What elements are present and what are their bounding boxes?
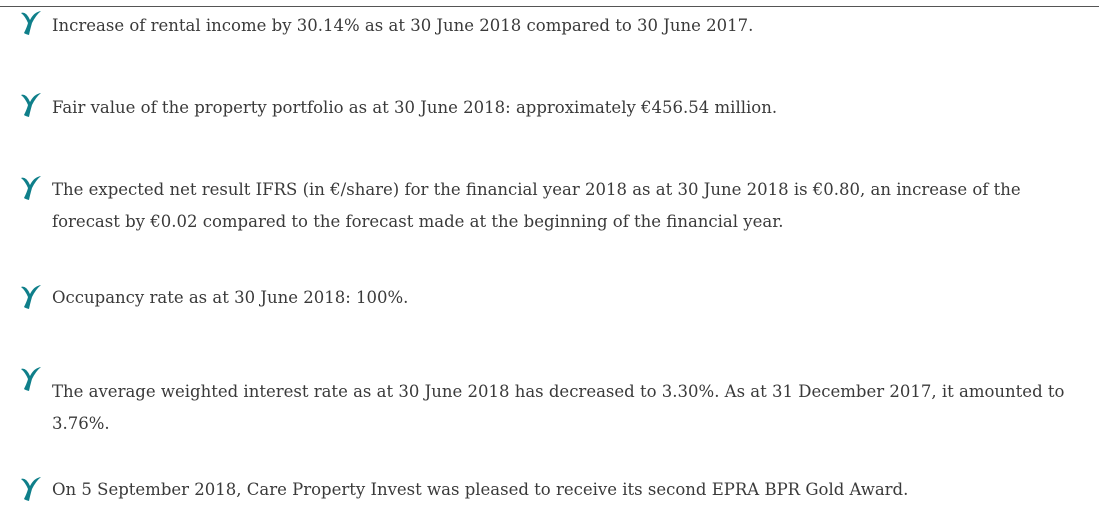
- highlight-text: On 5 September 2018, Care Property Inves…: [52, 480, 909, 499]
- highlight-text: The average weighted interest rate as at…: [52, 382, 1065, 433]
- highlight-text: Occupancy rate as at 30 June 2018: 100%.: [52, 288, 409, 307]
- bullet-icon: [21, 367, 41, 391]
- bullet-icon: [21, 477, 41, 501]
- highlight-item: The average weighted interest rate as at…: [20, 366, 1090, 440]
- bullet-icon: [21, 285, 41, 309]
- highlight-item: Occupancy rate as at 30 June 2018: 100%.: [20, 284, 1090, 314]
- bullet-icon: [21, 176, 41, 200]
- highlight-item: The expected net result IFRS (in €/share…: [20, 175, 1090, 238]
- highlight-text: Increase of rental income by 30.14% as a…: [52, 16, 754, 35]
- highlight-item: On 5 September 2018, Care Property Inves…: [20, 476, 1090, 506]
- highlight-text: Fair value of the property portfolio as …: [52, 98, 778, 117]
- bullet-icon: [21, 93, 41, 117]
- highlight-item: Fair value of the property portfolio as …: [20, 92, 1090, 124]
- highlight-item: Increase of rental income by 30.14% as a…: [20, 10, 1090, 42]
- bullet-icon: [21, 11, 41, 35]
- highlight-text: The expected net result IFRS (in €/share…: [52, 180, 1021, 231]
- top-rule: [0, 6, 1099, 7]
